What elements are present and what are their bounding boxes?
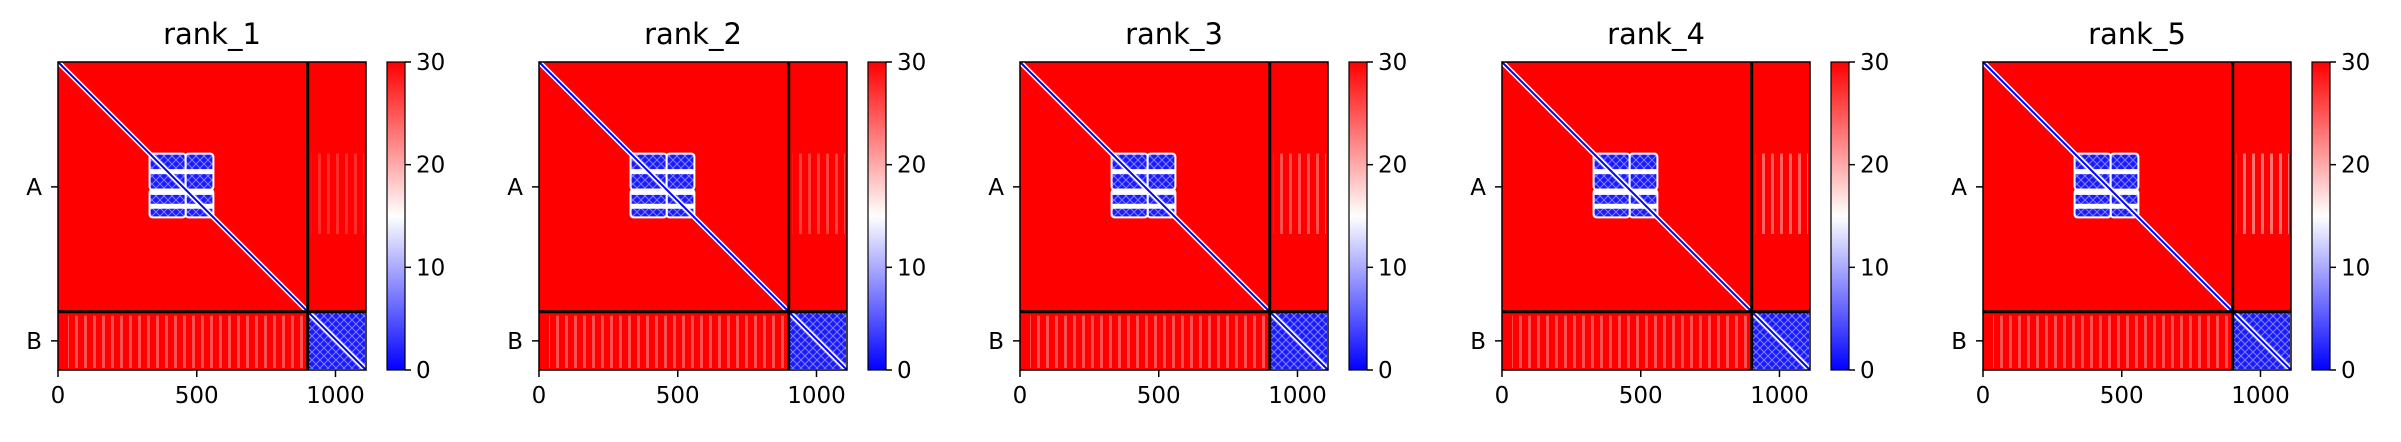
y-tick-label: A: [26, 175, 42, 201]
colorbar-tick-label: 0: [897, 358, 912, 384]
colorbar-tick-label: 20: [897, 153, 926, 179]
interchain-region-b: [1993, 315, 2229, 368]
interchain-region-b: [68, 315, 304, 368]
x-tick-label: 1000: [1750, 383, 1809, 409]
colorbar-tick-label: 20: [416, 153, 445, 179]
colorbar: [1830, 61, 1850, 371]
x-tick-label: 1000: [1268, 383, 1327, 409]
x-tick-label: 0: [1013, 383, 1028, 409]
heatmap-svg: rank_2 0 500 1000 A B 0 10 20 30: [507, 17, 926, 409]
y-tick-label: B: [1951, 329, 1967, 355]
chart-title: rank_3: [1125, 17, 1223, 51]
heatmap-svg: rank_3 0 500 1000 A B 0 10 20 30: [988, 17, 1407, 409]
colorbar-tick-label: 20: [2341, 153, 2370, 179]
x-tick-label: 500: [2100, 383, 2144, 409]
colorbar-tick-label: 30: [897, 50, 926, 76]
heatmap-panel-3: rank_3 0 500 1000 A B 0 10 20 30: [962, 0, 1442, 438]
x-tick-label: 0: [532, 383, 547, 409]
diagonal-line: [1982, 61, 2292, 371]
axes-frame: [1019, 61, 1329, 371]
x-tick-label: 1000: [787, 383, 846, 409]
colorbar-tick-label: 0: [2341, 358, 2356, 384]
interchain-region-a: [792, 153, 845, 235]
y-tick-label: B: [26, 329, 42, 355]
y-tick-label: B: [507, 329, 523, 355]
heatmap-svg: rank_4 0 500 1000 A B 0 10 20 30: [1470, 17, 1889, 409]
cross-domain-block-1: [148, 188, 187, 219]
interchain-region-a: [311, 153, 364, 235]
chart-title: rank_2: [644, 17, 742, 51]
cross-domain-block-1: [2073, 188, 2112, 219]
y-tick-label: A: [507, 175, 523, 201]
colorbar-tick-label: 0: [1378, 358, 1393, 384]
x-tick-label: 500: [1619, 383, 1663, 409]
x-tick-label: 0: [1495, 383, 1510, 409]
heatmap-panel-4: rank_4 0 500 1000 A B 0 10 20 30: [1444, 0, 1924, 438]
diagonal-line: [1501, 61, 1811, 371]
colorbar-tick-label: 20: [1860, 153, 1889, 179]
interchain-region-a: [1273, 153, 1326, 235]
colorbar-tick-label: 10: [897, 255, 926, 281]
interchain-region-b: [549, 315, 785, 368]
x-tick-label: 1000: [2231, 383, 2290, 409]
colorbar-tick-label: 10: [416, 255, 445, 281]
diagonal-line: [1019, 61, 1329, 371]
x-tick-label: 0: [51, 383, 66, 409]
chart-title: rank_5: [2088, 17, 2186, 51]
interchain-region-b: [1512, 315, 1748, 368]
axes-frame: [57, 61, 367, 371]
interchain-region-b: [1030, 315, 1266, 368]
colorbar-tick-label: 30: [1860, 50, 1889, 76]
x-tick-label: 500: [656, 383, 700, 409]
chart-title: rank_4: [1607, 17, 1705, 51]
cross-domain-block-1: [1592, 188, 1631, 219]
y-tick-label: A: [1951, 175, 1967, 201]
cross-domain-block-1: [1110, 188, 1149, 219]
heatmap-panel-2: rank_2 0 500 1000 A B 0 10 20 30: [481, 0, 961, 438]
y-tick-label: B: [988, 329, 1004, 355]
y-tick-label: A: [988, 175, 1004, 201]
axes-frame: [538, 61, 848, 371]
colorbar-tick-label: 20: [1378, 153, 1407, 179]
colorbar: [386, 61, 406, 371]
diagonal-line: [538, 61, 848, 371]
heatmap-panel-5: rank_5 0 500 1000 A B 0 10 20 30: [1925, 0, 2401, 438]
colorbar-tick-label: 10: [2341, 255, 2370, 281]
colorbar-tick-label: 30: [1378, 50, 1407, 76]
colorbar-tick-label: 30: [416, 50, 445, 76]
axes-frame: [1501, 61, 1811, 371]
cross-domain-block-1: [629, 188, 668, 219]
interchain-region-a: [2236, 153, 2289, 235]
chart-title: rank_1: [163, 17, 261, 51]
y-tick-label: A: [1470, 175, 1486, 201]
colorbar-tick-label: 0: [416, 358, 431, 384]
y-tick-label: B: [1470, 329, 1486, 355]
x-tick-label: 500: [175, 383, 219, 409]
colorbar-tick-label: 10: [1860, 255, 1889, 281]
interchain-region-a: [1755, 153, 1808, 235]
heatmap-panel-1: rank_1 0 500 1000 A B 0 10 20 30: [0, 0, 480, 438]
x-tick-label: 500: [1137, 383, 1181, 409]
colorbar-tick-label: 10: [1378, 255, 1407, 281]
colorbar-tick-label: 30: [2341, 50, 2370, 76]
colorbar: [867, 61, 887, 371]
x-tick-label: 0: [1976, 383, 1991, 409]
colorbar: [2311, 61, 2331, 371]
diagonal-line: [57, 61, 367, 371]
axes-frame: [1982, 61, 2292, 371]
heatmap-svg: rank_5 0 500 1000 A B 0 10 20 30: [1951, 17, 2370, 409]
colorbar: [1348, 61, 1368, 371]
heatmap-svg: rank_1 0 500 1000 A B 0 10 20 30: [26, 17, 445, 409]
colorbar-tick-label: 0: [1860, 358, 1875, 384]
x-tick-label: 1000: [306, 383, 365, 409]
